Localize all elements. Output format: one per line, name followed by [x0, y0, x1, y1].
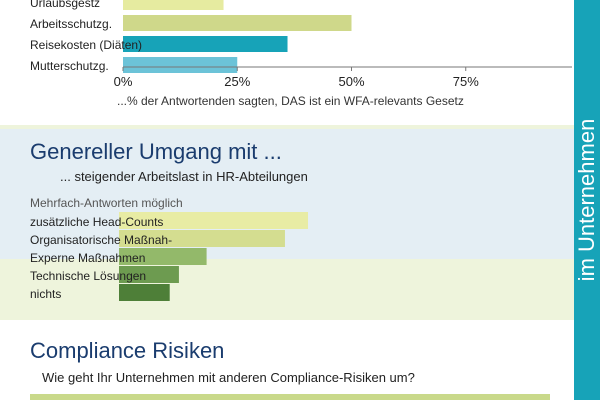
section-title: Genereller Umgang mit ... — [30, 139, 282, 164]
section-subtitle: ... steigender Arbeitslast in HR-Abteilu… — [60, 169, 308, 184]
bar-label: Arbeitsschutzg. — [30, 17, 112, 31]
x-axis-label: ...% der Antwortenden sagten, DAS ist ei… — [117, 94, 464, 108]
section-note: Mehrfach-Antworten möglich — [30, 196, 183, 210]
bar — [123, 15, 352, 31]
bar — [119, 248, 207, 265]
bar-label: Mutterschutzg. — [30, 59, 109, 73]
bar — [123, 36, 288, 52]
compliance-bar — [30, 394, 550, 400]
x-tick-label: 0% — [114, 74, 133, 89]
bar — [119, 230, 285, 247]
bar-label: Experne Maßnahmen — [30, 251, 145, 265]
section-compliance: Compliance Risiken Wie geht Ihr Unterneh… — [0, 320, 574, 400]
bar — [119, 284, 170, 301]
bar-label: Reisekosten (Diäten) — [30, 38, 142, 52]
bar — [119, 266, 179, 283]
bar — [119, 212, 309, 229]
bar-label: Organisatorische Maßnah- — [30, 233, 172, 247]
x-tick-label: 75% — [453, 74, 479, 89]
bar — [123, 57, 238, 73]
x-tick-label: 50% — [338, 74, 364, 89]
workload-bar-chart: zusätzliche Head-Counts Organisatorische … — [30, 212, 309, 301]
laws-bar-chart: Urlaubsgestz Arbeitsschutzg. Reisekosten (… — [30, 0, 572, 108]
sidebar: im Unternehmen — [574, 0, 600, 400]
bar-label: Technische Lösungen — [30, 269, 146, 283]
header-band — [0, 129, 574, 259]
bar-label: nichts — [30, 287, 61, 301]
section-subtitle: Wie geht Ihr Unternehmen mit anderen Com… — [42, 370, 415, 385]
section-laws: Urlaubsgestz Arbeitsschutzg. Reisekosten (… — [0, 0, 574, 125]
x-tick-label: 25% — [224, 74, 250, 89]
bar-label: Urlaubsgestz — [30, 0, 100, 10]
section-title: Compliance Risiken — [30, 338, 225, 363]
bar-label: zusätzliche Head-Counts — [30, 215, 163, 229]
bar — [123, 0, 224, 10]
section-workload: Genereller Umgang mit ... ... steigender… — [0, 125, 574, 320]
sidebar-label: im Unternehmen — [574, 118, 599, 282]
